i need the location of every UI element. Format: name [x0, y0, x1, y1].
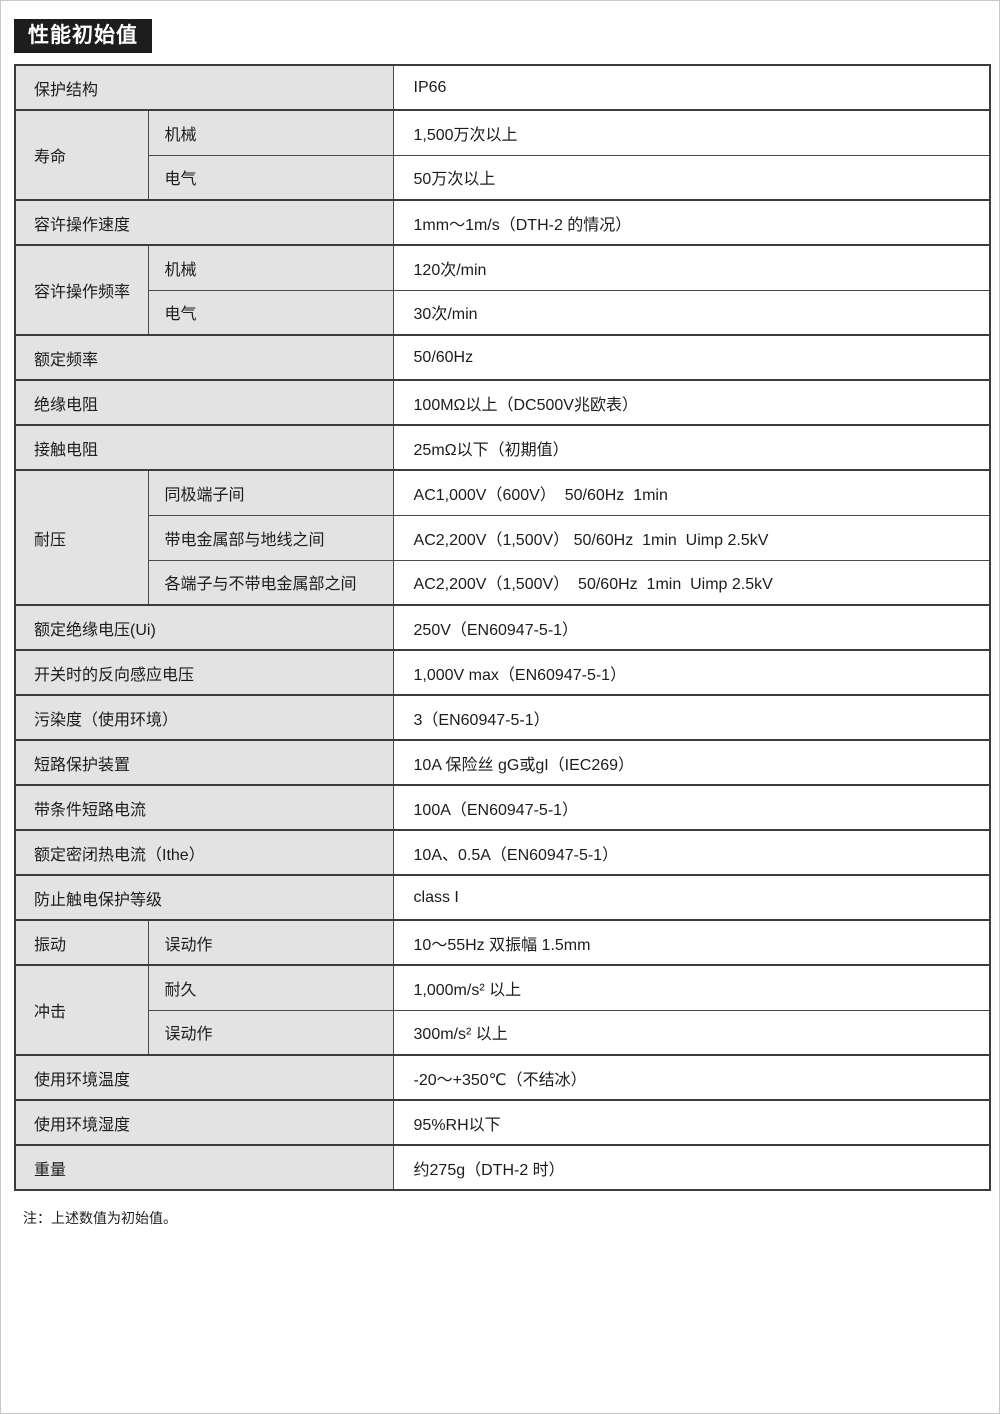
spec-row-pollution-degree: 污染度（使用环境） 3（EN60947-5-1） — [14, 694, 991, 741]
spec-value: 3（EN60947-5-1） — [392, 694, 991, 741]
spec-group-label: 冲击 — [14, 964, 149, 1056]
spec-label: 开关时的反向感应电压 — [14, 649, 394, 696]
spec-sublabel: 各端子与不带电金属部之间 — [147, 559, 394, 606]
spec-row-ambient-humidity: 使用环境湿度 95%RH以下 — [14, 1099, 991, 1146]
spec-value: 1mm～1m/s（DTH-2 的情况） — [392, 199, 991, 246]
spec-row-ambient-temperature: 使用环境温度 -20～+350℃（不结冰） — [14, 1054, 991, 1101]
spec-value: 10～55Hz 双振幅 1.5mm — [392, 919, 991, 966]
spec-label: 重量 — [14, 1144, 394, 1191]
spec-value: class I — [392, 874, 991, 921]
spec-row-shock-protection-class: 防止触电保护等级 class I — [14, 874, 991, 921]
spec-row-short-circuit-protection: 短路保护装置 10A 保险丝 gG或gI（IEC269） — [14, 739, 991, 786]
spec-sublabel: 机械 — [147, 109, 394, 156]
footnote: 注：上述数值为初始值。 — [23, 1210, 177, 1226]
spec-row-protection: 保护结构 IP66 — [14, 64, 991, 111]
spec-value: 95%RH以下 — [392, 1099, 991, 1146]
spec-row-operating-speed: 容许操作速度 1mm～1m/s（DTH-2 的情况） — [14, 199, 991, 246]
spec-value: 300m/s² 以上 — [392, 1009, 991, 1056]
spec-row-rated-frequency: 额定频率 50/60Hz — [14, 334, 991, 381]
spec-row-rated-enclosed-thermal-current: 额定密闭热电流（Ithe） 10A、0.5A（EN60947-5-1） — [14, 829, 991, 876]
spec-row-weight: 重量 约275g（DTH-2 时） — [14, 1144, 991, 1191]
spec-sublabel: 电气 — [147, 289, 394, 336]
spec-value: 25mΩ以下（初期值） — [392, 424, 991, 471]
spec-value: AC1,000V（600V） 50/60Hz 1min — [392, 469, 991, 516]
spec-value: 250V（EN60947-5-1） — [392, 604, 991, 651]
spec-sublabel: 耐久 — [147, 964, 394, 1011]
spec-value: 50/60Hz — [392, 334, 991, 381]
spec-row-frequency-mechanical: 容许操作频率 机械 120次/min — [14, 244, 991, 336]
spec-row-withstand-same-pole: 耐压 同极端子间 AC1,000V（600V） 50/60Hz 1min — [14, 469, 991, 606]
spec-value: 100MΩ以上（DC500V兆欧表） — [392, 379, 991, 426]
spec-row-contact-resistance: 接触电阻 25mΩ以下（初期值） — [14, 424, 991, 471]
spec-row-shock-malfunction: 误动作 300m/s² 以上 — [15, 1009, 991, 1056]
spec-value: -20～+350℃（不结冰） — [392, 1054, 991, 1101]
spec-label: 使用环境湿度 — [14, 1099, 394, 1146]
spec-row-rated-insulation-voltage: 额定绝缘电压(Ui) 250V（EN60947-5-1） — [14, 604, 991, 651]
spec-row-frequency-electrical: 电气 30次/min — [15, 289, 991, 336]
spec-value: 1,500万次以上 — [392, 109, 991, 156]
spec-value: AC2,200V（1,500V） 50/60Hz 1min Uimp 2.5kV — [392, 514, 991, 561]
spec-group-label: 容许操作频率 — [14, 244, 149, 336]
spec-table: 保护结构 IP66 寿命 机械 1,500万次以上 电气 50万次以上 容许操作… — [14, 64, 992, 1191]
spec-sublabel: 带电金属部与地线之间 — [147, 514, 394, 561]
spec-sublabel: 电气 — [147, 154, 394, 201]
spec-row-withstand-terminals: 各端子与不带电金属部之间 AC2,200V（1,500V） 50/60Hz 1m… — [15, 559, 991, 606]
spec-row-life-electrical: 电气 50万次以上 — [15, 154, 991, 201]
spec-label: 保护结构 — [14, 64, 394, 111]
spec-label: 额定密闭热电流（Ithe） — [14, 829, 394, 876]
spec-value: IP66 — [392, 64, 991, 111]
spec-sublabel: 误动作 — [147, 919, 394, 966]
spec-value: 10A、0.5A（EN60947-5-1） — [392, 829, 991, 876]
spec-value: 30次/min — [392, 289, 991, 336]
spec-label: 额定频率 — [14, 334, 394, 381]
spec-value: 1,000m/s² 以上 — [392, 964, 991, 1011]
spec-sublabel: 机械 — [147, 244, 394, 291]
spec-value: 1,000V max（EN60947-5-1） — [392, 649, 991, 696]
spec-value: 10A 保险丝 gG或gI（IEC269） — [392, 739, 991, 786]
spec-value: AC2,200V（1,500V） 50/60Hz 1min Uimp 2.5kV — [392, 559, 991, 606]
spec-row-withstand-live-ground: 带电金属部与地线之间 AC2,200V（1,500V） 50/60Hz 1min… — [15, 514, 991, 561]
spec-row-vibration-malfunction: 振动 误动作 10～55Hz 双振幅 1.5mm — [14, 919, 991, 966]
spec-label: 防止触电保护等级 — [14, 874, 394, 921]
spec-value: 100A（EN60947-5-1） — [392, 784, 991, 831]
spec-label: 绝缘电阻 — [14, 379, 394, 426]
spec-sublabel: 同极端子间 — [147, 469, 394, 516]
spec-group-label: 耐压 — [14, 469, 149, 606]
section-title: 性能初始值 — [14, 19, 152, 53]
spec-label: 带条件短路电流 — [14, 784, 394, 831]
spec-row-conditional-short-circuit-current: 带条件短路电流 100A（EN60947-5-1） — [14, 784, 991, 831]
spec-row-shock-durability: 冲击 耐久 1,000m/s² 以上 — [14, 964, 991, 1056]
spec-row-life-mechanical: 寿命 机械 1,500万次以上 — [14, 109, 991, 201]
spec-group-label: 振动 — [14, 919, 149, 966]
spec-label: 污染度（使用环境） — [14, 694, 394, 741]
spec-label: 短路保护装置 — [14, 739, 394, 786]
spec-value: 120次/min — [392, 244, 991, 291]
spec-group-label: 寿命 — [14, 109, 149, 201]
spec-value: 约275g（DTH-2 时） — [392, 1144, 991, 1191]
spec-sublabel: 误动作 — [147, 1009, 394, 1056]
spec-label: 接触电阻 — [14, 424, 394, 471]
spec-value: 50万次以上 — [392, 154, 991, 201]
spec-row-insulation-resistance: 绝缘电阻 100MΩ以上（DC500V兆欧表） — [14, 379, 991, 426]
spec-label: 使用环境温度 — [14, 1054, 394, 1101]
spec-row-reverse-induced-voltage: 开关时的反向感应电压 1,000V max（EN60947-5-1） — [14, 649, 991, 696]
spec-label: 额定绝缘电压(Ui) — [14, 604, 394, 651]
spec-label: 容许操作速度 — [14, 199, 394, 246]
